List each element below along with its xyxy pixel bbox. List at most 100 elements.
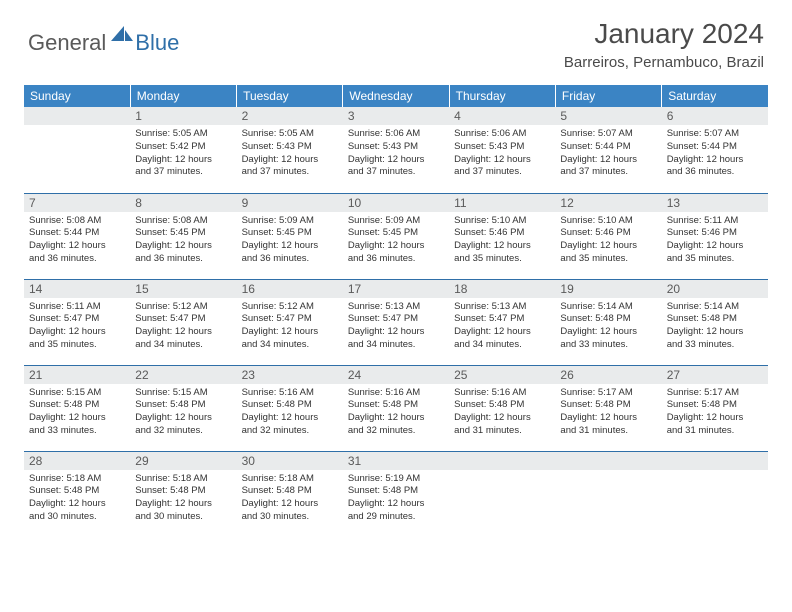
daylight-text-2: and 36 minutes. bbox=[242, 253, 338, 266]
day-number: 21 bbox=[24, 366, 130, 384]
day-number: 18 bbox=[449, 280, 555, 298]
day-number: 15 bbox=[130, 280, 236, 298]
sunset-text: Sunset: 5:45 PM bbox=[348, 227, 444, 240]
day-number: 31 bbox=[343, 452, 449, 470]
sunset-text: Sunset: 5:48 PM bbox=[29, 485, 125, 498]
day-number: 9 bbox=[237, 194, 343, 212]
daylight-text-1: Daylight: 12 hours bbox=[560, 412, 656, 425]
day-details: Sunrise: 5:14 AMSunset: 5:48 PMDaylight:… bbox=[662, 298, 768, 356]
daylight-text-1: Daylight: 12 hours bbox=[348, 498, 444, 511]
daylight-text-2: and 34 minutes. bbox=[348, 339, 444, 352]
day-details: Sunrise: 5:16 AMSunset: 5:48 PMDaylight:… bbox=[237, 384, 343, 442]
sunrise-text: Sunrise: 5:18 AM bbox=[242, 473, 338, 486]
location: Barreiros, Pernambuco, Brazil bbox=[564, 54, 764, 71]
daylight-text-1: Daylight: 12 hours bbox=[135, 326, 231, 339]
sunrise-text: Sunrise: 5:17 AM bbox=[560, 387, 656, 400]
day-details: Sunrise: 5:18 AMSunset: 5:48 PMDaylight:… bbox=[130, 470, 236, 528]
day-details: Sunrise: 5:11 AMSunset: 5:46 PMDaylight:… bbox=[662, 212, 768, 270]
day-number: 30 bbox=[237, 452, 343, 470]
sunrise-text: Sunrise: 5:15 AM bbox=[135, 387, 231, 400]
sunrise-text: Sunrise: 5:18 AM bbox=[135, 473, 231, 486]
sunset-text: Sunset: 5:43 PM bbox=[242, 141, 338, 154]
sunrise-text: Sunrise: 5:07 AM bbox=[667, 128, 763, 141]
calendar-day-cell: 27Sunrise: 5:17 AMSunset: 5:48 PMDayligh… bbox=[662, 365, 768, 451]
daylight-text-1: Daylight: 12 hours bbox=[348, 412, 444, 425]
sunrise-text: Sunrise: 5:16 AM bbox=[348, 387, 444, 400]
calendar-day-cell: 5Sunrise: 5:07 AMSunset: 5:44 PMDaylight… bbox=[555, 107, 661, 193]
day-details: Sunrise: 5:16 AMSunset: 5:48 PMDaylight:… bbox=[449, 384, 555, 442]
daylight-text-1: Daylight: 12 hours bbox=[135, 154, 231, 167]
weekday-header: Wednesday bbox=[343, 85, 449, 107]
sunset-text: Sunset: 5:47 PM bbox=[348, 313, 444, 326]
daylight-text-2: and 34 minutes. bbox=[135, 339, 231, 352]
sunrise-text: Sunrise: 5:16 AM bbox=[454, 387, 550, 400]
calendar-week-row: 14Sunrise: 5:11 AMSunset: 5:47 PMDayligh… bbox=[24, 279, 768, 365]
sunset-text: Sunset: 5:48 PM bbox=[242, 485, 338, 498]
day-details: Sunrise: 5:13 AMSunset: 5:47 PMDaylight:… bbox=[449, 298, 555, 356]
calendar-day-cell: 2Sunrise: 5:05 AMSunset: 5:43 PMDaylight… bbox=[237, 107, 343, 193]
day-details: Sunrise: 5:14 AMSunset: 5:48 PMDaylight:… bbox=[555, 298, 661, 356]
daylight-text-1: Daylight: 12 hours bbox=[454, 326, 550, 339]
sunrise-text: Sunrise: 5:08 AM bbox=[29, 215, 125, 228]
weekday-header: Tuesday bbox=[237, 85, 343, 107]
daylight-text-1: Daylight: 12 hours bbox=[135, 240, 231, 253]
sunrise-text: Sunrise: 5:12 AM bbox=[135, 301, 231, 314]
day-number: 27 bbox=[662, 366, 768, 384]
sunset-text: Sunset: 5:46 PM bbox=[560, 227, 656, 240]
day-number: 16 bbox=[237, 280, 343, 298]
sunrise-text: Sunrise: 5:07 AM bbox=[560, 128, 656, 141]
daylight-text-2: and 32 minutes. bbox=[242, 425, 338, 438]
day-details: Sunrise: 5:09 AMSunset: 5:45 PMDaylight:… bbox=[237, 212, 343, 270]
sunset-text: Sunset: 5:48 PM bbox=[135, 399, 231, 412]
day-number: 5 bbox=[555, 107, 661, 125]
daylight-text-2: and 37 minutes. bbox=[135, 166, 231, 179]
sunrise-text: Sunrise: 5:18 AM bbox=[29, 473, 125, 486]
calendar-week-row: 1Sunrise: 5:05 AMSunset: 5:42 PMDaylight… bbox=[24, 107, 768, 193]
daylight-text-2: and 32 minutes. bbox=[348, 425, 444, 438]
day-number: 7 bbox=[24, 194, 130, 212]
daylight-text-1: Daylight: 12 hours bbox=[29, 240, 125, 253]
sunset-text: Sunset: 5:48 PM bbox=[242, 399, 338, 412]
daylight-text-2: and 34 minutes. bbox=[242, 339, 338, 352]
day-number: 12 bbox=[555, 194, 661, 212]
calendar-table: Sunday Monday Tuesday Wednesday Thursday… bbox=[24, 85, 768, 537]
calendar-day-cell: 20Sunrise: 5:14 AMSunset: 5:48 PMDayligh… bbox=[662, 279, 768, 365]
weekday-header-row: Sunday Monday Tuesday Wednesday Thursday… bbox=[24, 85, 768, 107]
calendar-day-cell: 18Sunrise: 5:13 AMSunset: 5:47 PMDayligh… bbox=[449, 279, 555, 365]
day-number: 6 bbox=[662, 107, 768, 125]
calendar-day-cell: 22Sunrise: 5:15 AMSunset: 5:48 PMDayligh… bbox=[130, 365, 236, 451]
sunrise-text: Sunrise: 5:11 AM bbox=[667, 215, 763, 228]
daylight-text-2: and 30 minutes. bbox=[29, 511, 125, 524]
daylight-text-2: and 31 minutes. bbox=[454, 425, 550, 438]
sunrise-text: Sunrise: 5:06 AM bbox=[348, 128, 444, 141]
calendar-day-cell: 11Sunrise: 5:10 AMSunset: 5:46 PMDayligh… bbox=[449, 193, 555, 279]
daylight-text-2: and 37 minutes. bbox=[454, 166, 550, 179]
calendar-week-row: 7Sunrise: 5:08 AMSunset: 5:44 PMDaylight… bbox=[24, 193, 768, 279]
sunset-text: Sunset: 5:44 PM bbox=[29, 227, 125, 240]
calendar-day-cell bbox=[555, 451, 661, 537]
calendar-day-cell bbox=[662, 451, 768, 537]
day-details: Sunrise: 5:10 AMSunset: 5:46 PMDaylight:… bbox=[449, 212, 555, 270]
calendar-day-cell: 21Sunrise: 5:15 AMSunset: 5:48 PMDayligh… bbox=[24, 365, 130, 451]
calendar-day-cell: 7Sunrise: 5:08 AMSunset: 5:44 PMDaylight… bbox=[24, 193, 130, 279]
calendar-day-cell: 26Sunrise: 5:17 AMSunset: 5:48 PMDayligh… bbox=[555, 365, 661, 451]
day-details: Sunrise: 5:08 AMSunset: 5:44 PMDaylight:… bbox=[24, 212, 130, 270]
calendar-day-cell: 4Sunrise: 5:06 AMSunset: 5:43 PMDaylight… bbox=[449, 107, 555, 193]
daylight-text-1: Daylight: 12 hours bbox=[667, 412, 763, 425]
sunset-text: Sunset: 5:47 PM bbox=[454, 313, 550, 326]
sunrise-text: Sunrise: 5:14 AM bbox=[667, 301, 763, 314]
calendar-day-cell: 28Sunrise: 5:18 AMSunset: 5:48 PMDayligh… bbox=[24, 451, 130, 537]
calendar-day-cell: 17Sunrise: 5:13 AMSunset: 5:47 PMDayligh… bbox=[343, 279, 449, 365]
day-details: Sunrise: 5:13 AMSunset: 5:47 PMDaylight:… bbox=[343, 298, 449, 356]
sunrise-text: Sunrise: 5:15 AM bbox=[29, 387, 125, 400]
day-details: Sunrise: 5:08 AMSunset: 5:45 PMDaylight:… bbox=[130, 212, 236, 270]
daylight-text-2: and 33 minutes. bbox=[667, 339, 763, 352]
daylight-text-2: and 31 minutes. bbox=[667, 425, 763, 438]
daylight-text-2: and 33 minutes. bbox=[29, 425, 125, 438]
calendar-week-row: 21Sunrise: 5:15 AMSunset: 5:48 PMDayligh… bbox=[24, 365, 768, 451]
sunrise-text: Sunrise: 5:08 AM bbox=[135, 215, 231, 228]
day-number-empty bbox=[449, 452, 555, 470]
sunrise-text: Sunrise: 5:09 AM bbox=[242, 215, 338, 228]
calendar-day-cell: 1Sunrise: 5:05 AMSunset: 5:42 PMDaylight… bbox=[130, 107, 236, 193]
daylight-text-1: Daylight: 12 hours bbox=[560, 240, 656, 253]
